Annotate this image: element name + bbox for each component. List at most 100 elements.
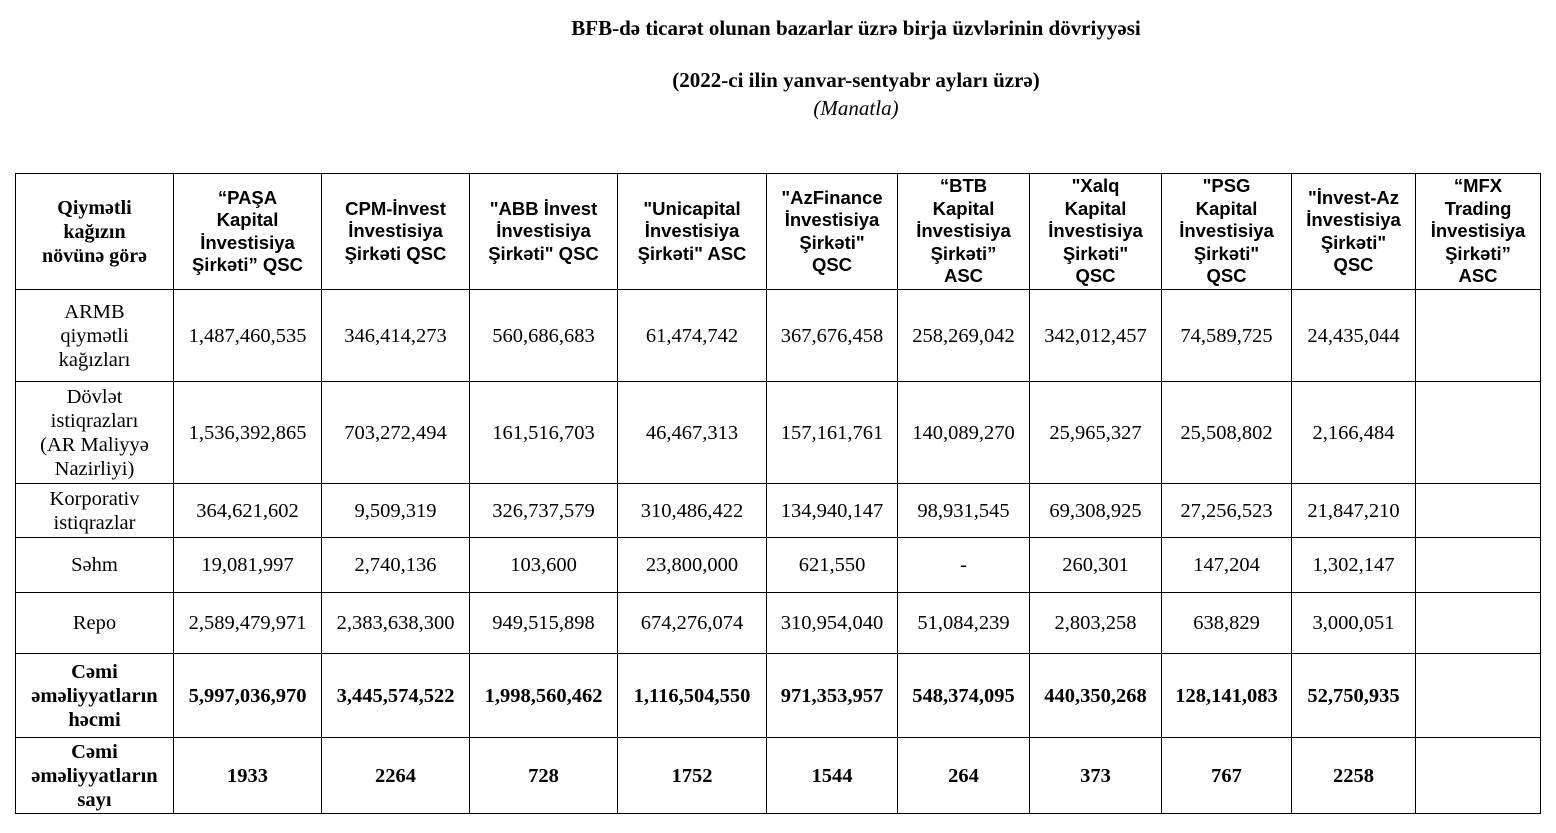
table-cell: 5,997,036,970 [173,653,322,738]
table-row: Dövlət istiqrazları (AR Maliyyə Nazirliy… [15,381,1541,484]
table-cell: 3,445,574,522 [321,653,470,738]
table-cell: - [897,537,1030,593]
table-cell: 161,516,703 [469,381,618,484]
column-header: CPM-İnvest İnvestisiya Şirkəti QSC [321,173,470,290]
table-row: Cəmi əməliyyatların sayı 1933 2264 728 1752 1… [15,737,1541,814]
row-label: ARMB qiymətli kağızları [15,289,174,382]
table-row: Korporativ istiqrazlar 364,621,602 9,509,3… [15,483,1541,538]
column-header: “MFX Trading İnvestisiya Şirkəti” ASC [1415,173,1541,290]
table-cell: 46,467,313 [617,381,767,484]
table-cell: 52,750,935 [1291,653,1416,738]
header-row: Qiymətli kağızın növünə görə “PAŞA Kapit… [15,173,1541,290]
table-cell: 157,161,761 [766,381,898,484]
table-cell [1415,592,1541,654]
table-cell: 373 [1029,737,1162,814]
table-cell: 61,474,742 [617,289,767,382]
table-cell: 1,116,504,550 [617,653,767,738]
table-cell: 728 [469,737,618,814]
table-cell [1415,381,1541,484]
table-row: Repo 2,589,479,971 2,383,638,300 949,515,89… [15,592,1541,654]
turnover-table: Qiymətli kağızın növünə görə “PAŞA Kapit… [15,173,1541,814]
table-cell [1415,653,1541,738]
document-title: BFB-də ticarət olunan bazarlar üzrə birj… [571,16,1141,40]
table-cell: 560,686,683 [469,289,618,382]
table-cell: 3,000,051 [1291,592,1416,654]
table-cell: 364,621,602 [173,483,322,538]
table-cell: 147,204 [1161,537,1292,593]
table-cell: 1,302,147 [1291,537,1416,593]
table-cell: 25,508,802 [1161,381,1292,484]
table-cell [1415,483,1541,538]
table-cell: 19,081,997 [173,537,322,593]
column-header: "Xalq Kapital İnvestisiya Şirkəti" QSC [1029,173,1162,290]
table-cell: 128,141,083 [1161,653,1292,738]
table-cell: 1544 [766,737,898,814]
row-label: Cəmi əməliyyatların həcmi [15,653,174,738]
table-cell: 25,965,327 [1029,381,1162,484]
table-cell [1415,737,1541,814]
table-cell [1415,289,1541,382]
table-cell: 2,803,258 [1029,592,1162,654]
table-cell: 2264 [321,737,470,814]
table-cell: 342,012,457 [1029,289,1162,382]
table-cell: 51,084,239 [897,592,1030,654]
table-cell: 1,536,392,865 [173,381,322,484]
table-cell: 140,089,270 [897,381,1030,484]
table-cell: 2,383,638,300 [321,592,470,654]
table-cell: 27,256,523 [1161,483,1292,538]
table-cell: 24,435,044 [1291,289,1416,382]
column-header: "Unicapital İnvestisiya Şirkəti" ASC [617,173,767,290]
table-cell: 767 [1161,737,1292,814]
table-cell: 260,301 [1029,537,1162,593]
table-cell: 23,800,000 [617,537,767,593]
document-unit: (Manatla) [813,96,899,120]
table-cell: 74,589,725 [1161,289,1292,382]
row-label: Səhm [15,537,174,593]
table-cell: 21,847,210 [1291,483,1416,538]
table-cell: 638,829 [1161,592,1292,654]
table-cell: 1752 [617,737,767,814]
table-cell: 346,414,273 [321,289,470,382]
table-row: Cəmi əməliyyatların həcmi 5,997,036,970 3,… [15,653,1541,738]
table-cell: 1,998,560,462 [469,653,618,738]
table-cell: 103,600 [469,537,618,593]
table-row: Səhm 19,081,997 2,740,136 103,600 23,800,000… [15,537,1541,593]
table-cell: 548,374,095 [897,653,1030,738]
table-cell: 2,740,136 [321,537,470,593]
column-header: "ABB İnvest İnvestisiya Şirkəti" QSC [469,173,618,290]
table-cell: 98,931,545 [897,483,1030,538]
table-cell: 971,353,957 [766,653,898,738]
table-cell: 703,272,494 [321,381,470,484]
column-header: "PSG Kapital İnvestisiya Şirkəti" QSC [1161,173,1292,290]
corner-header: Qiymətli kağızın növünə görə [15,173,174,290]
table-cell: 440,350,268 [1029,653,1162,738]
table-cell: 2258 [1291,737,1416,814]
table-cell: 367,676,458 [766,289,898,382]
document-period: (2022-ci ilin yanvar-sentyabr ayları üzr… [672,68,1040,92]
table-cell: 2,589,479,971 [173,592,322,654]
table-cell: 310,954,040 [766,592,898,654]
table-cell [1415,537,1541,593]
row-label: Cəmi əməliyyatların sayı [15,737,174,814]
column-header: “BTB Kapital İnvestisiya Şirkəti” ASC [897,173,1030,290]
table-cell: 264 [897,737,1030,814]
row-label: Repo [15,592,174,654]
table-cell: 134,940,147 [766,483,898,538]
column-header: “PAŞA Kapital İnvestisiya Şirkəti” QSC [173,173,322,290]
column-header: "AzFinance İnvestisiya Şirkəti" QSC [766,173,898,290]
table-cell: 674,276,074 [617,592,767,654]
table-cell: 326,737,579 [469,483,618,538]
table-cell: 258,269,042 [897,289,1030,382]
table-cell: 310,486,422 [617,483,767,538]
table-cell: 2,166,484 [1291,381,1416,484]
table-cell: 949,515,898 [469,592,618,654]
column-header: "İnvest-Az İnvestisiya Şirkəti" QSC [1291,173,1416,290]
table-cell: 621,550 [766,537,898,593]
row-label: Korporativ istiqrazlar [15,483,174,538]
table-cell: 1,487,460,535 [173,289,322,382]
table-cell: 1933 [173,737,322,814]
table-cell: 9,509,319 [321,483,470,538]
row-label: Dövlət istiqrazları (AR Maliyyə Nazirliy… [15,381,174,484]
table-row: ARMB qiymətli kağızları 1,487,460,535 346,… [15,289,1541,382]
table-cell: 69,308,925 [1029,483,1162,538]
